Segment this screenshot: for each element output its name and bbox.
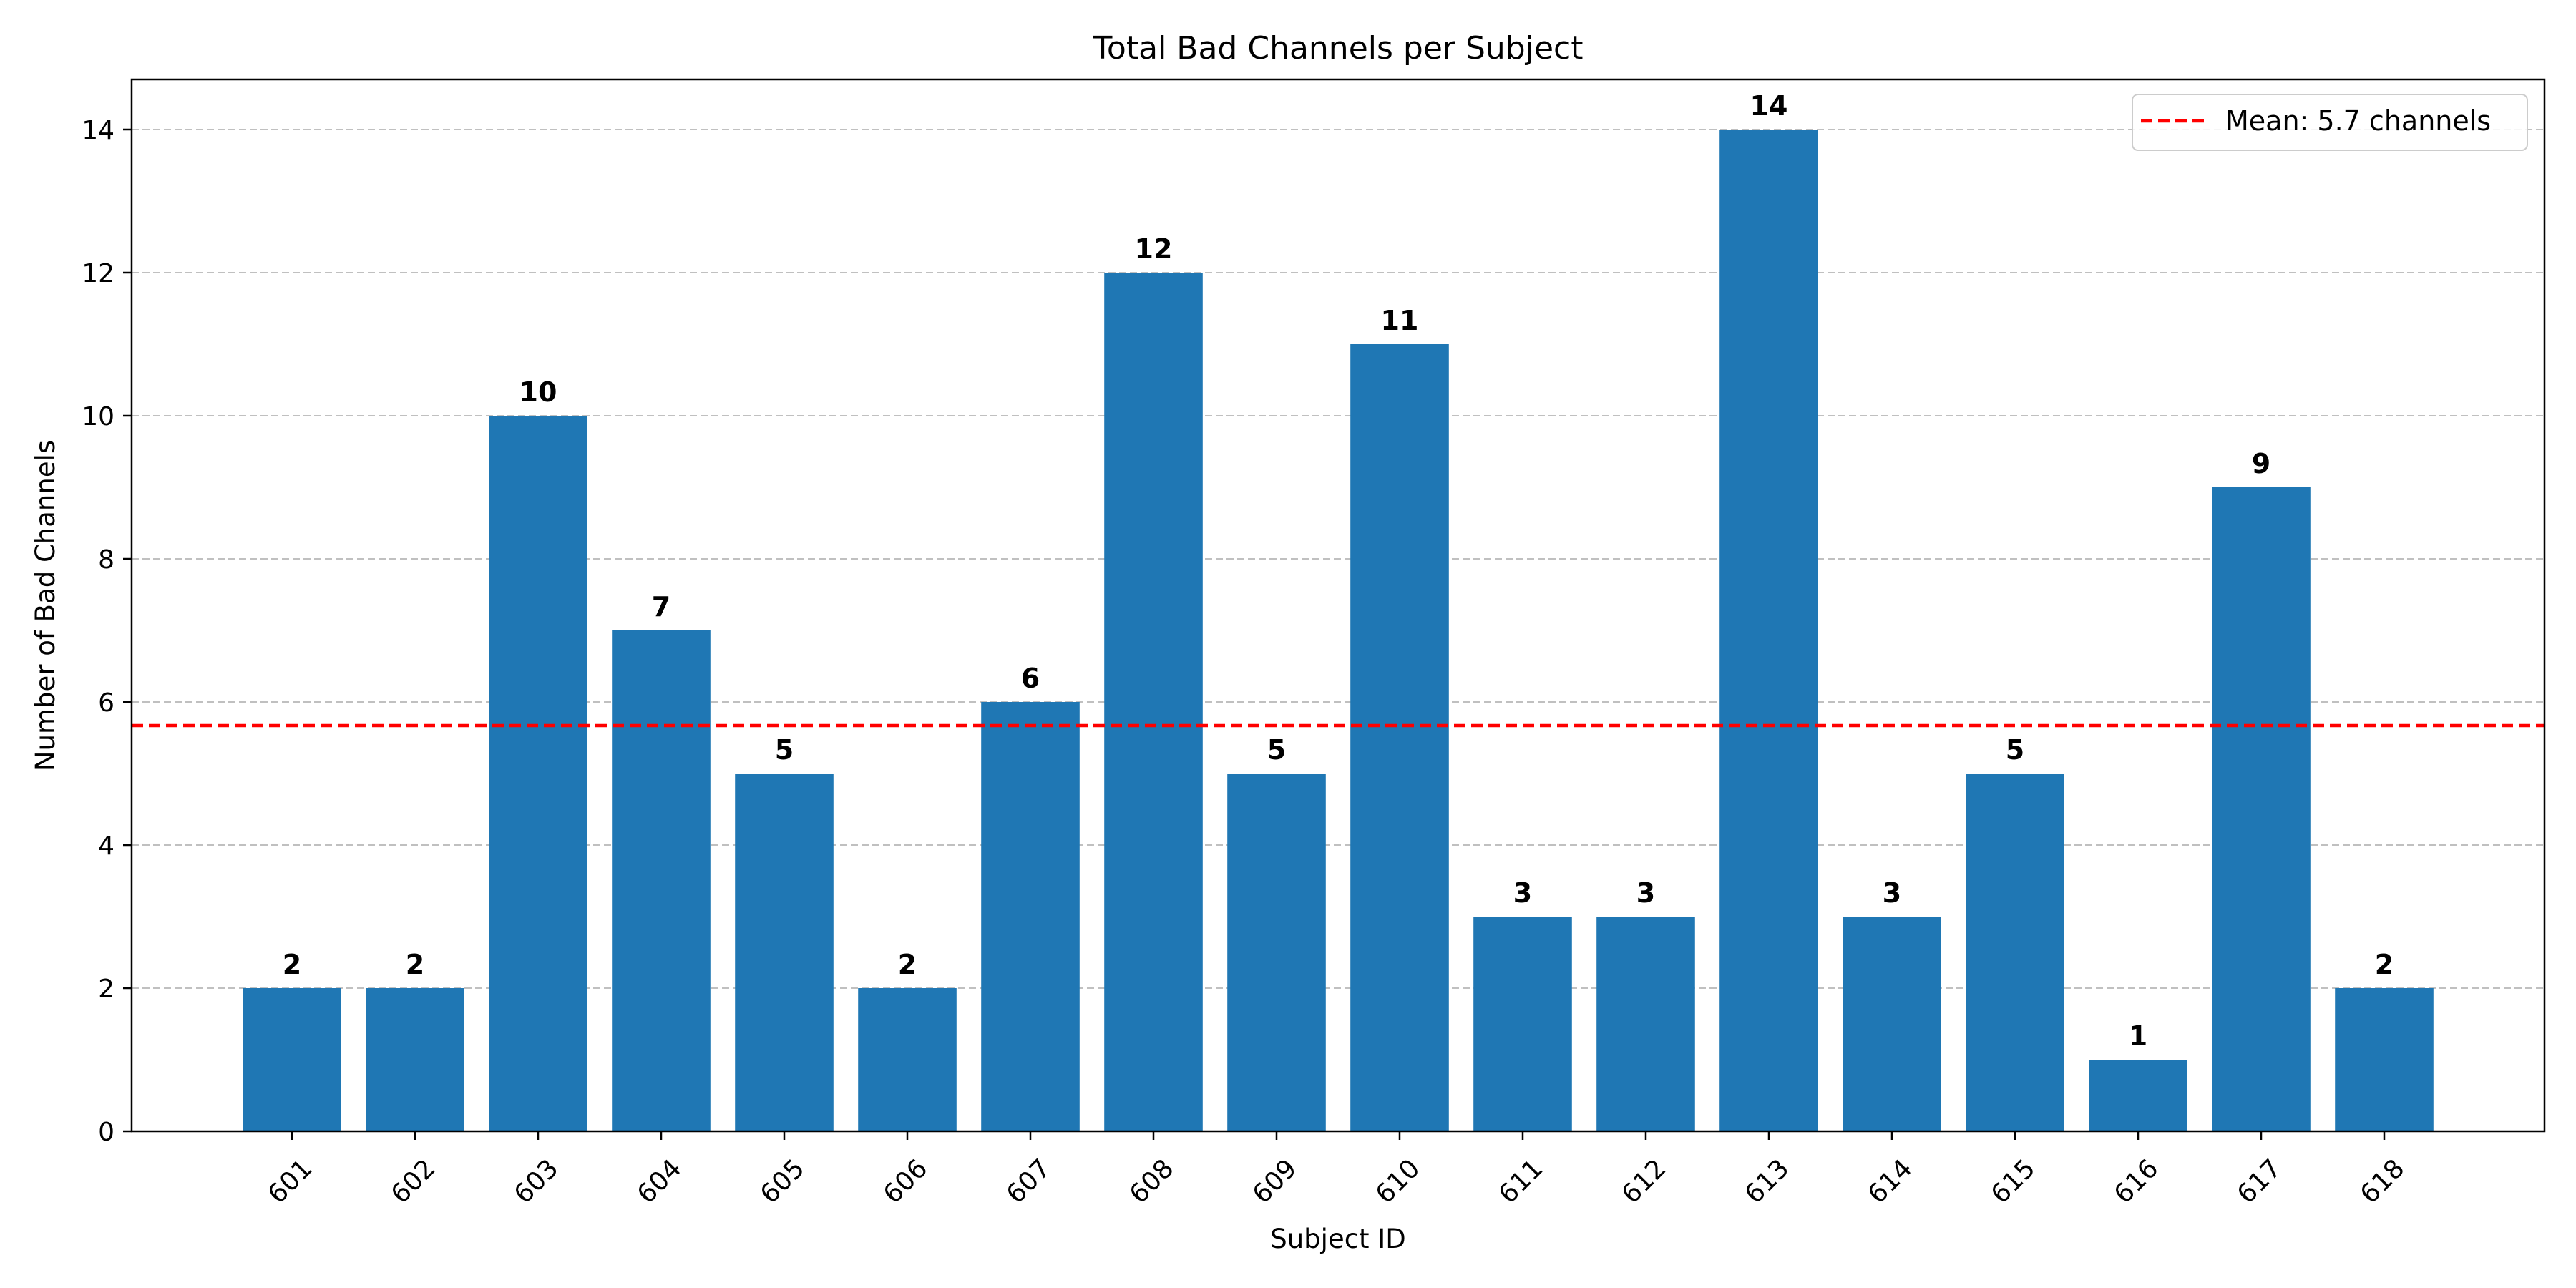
bar: [366, 988, 464, 1131]
bar-value-label: 6: [1021, 663, 1040, 694]
y-tick-label: 6: [98, 688, 114, 718]
y-tick-label: 8: [98, 545, 114, 575]
bar-value-label: 3: [1636, 877, 1655, 909]
x-tick-label: 612: [1616, 1153, 1672, 1209]
y-tick-label: 14: [82, 116, 114, 145]
y-axis-title: Number of Bad Channels: [30, 440, 61, 771]
bar: [981, 702, 1080, 1131]
bar-value-label: 10: [519, 376, 557, 408]
x-tick-label: 606: [878, 1153, 934, 1209]
bar: [1843, 917, 1941, 1131]
x-tick-label: 614: [1863, 1153, 1918, 1209]
bar: [2335, 988, 2434, 1131]
bar: [243, 988, 341, 1131]
legend-mean-label: Mean: 5.7 channels: [2225, 105, 2491, 137]
bar-value-label: 11: [1381, 305, 1419, 336]
x-tick-label: 610: [1370, 1153, 1426, 1209]
y-tick-label: 10: [82, 402, 114, 431]
bar: [858, 988, 957, 1131]
bar-value-label: 3: [1883, 877, 1901, 909]
bar-value-label: 5: [775, 734, 794, 766]
bar-value-label: 5: [2006, 734, 2024, 766]
x-tick-label: 607: [1001, 1153, 1057, 1209]
bar: [612, 630, 711, 1131]
chart-title: Total Bad Channels per Subject: [1093, 30, 1584, 67]
x-tick-label: 603: [509, 1153, 565, 1209]
x-axis-title: Subject ID: [1270, 1224, 1405, 1254]
x-axis: 601 602 603 604 605 606 607 608 609 610 611 612 613 6…: [263, 1131, 2411, 1209]
y-tick-label: 4: [98, 831, 114, 861]
x-tick-label: 604: [632, 1153, 688, 1209]
bar: [1227, 774, 1326, 1131]
bar-value-label: 12: [1135, 233, 1173, 265]
x-tick-label: 618: [2355, 1153, 2411, 1209]
bar-value-label: 2: [283, 949, 301, 980]
x-tick-label: 602: [386, 1153, 441, 1209]
bar-value-label: 9: [2252, 448, 2270, 479]
bar-value-label: 2: [898, 949, 917, 980]
x-tick-label: 613: [1740, 1153, 1795, 1209]
bar-value-label: 7: [652, 591, 670, 623]
x-tick-label: 617: [2232, 1153, 2288, 1209]
bar: [489, 416, 587, 1131]
bar: [735, 774, 834, 1131]
bar-value-label: 5: [1267, 734, 1286, 766]
bar: [1596, 917, 1695, 1131]
y-tick-label: 0: [98, 1118, 114, 1147]
bar-value-label: 2: [406, 949, 424, 980]
plot-frame: [130, 78, 2546, 1133]
y-tick-label: 2: [98, 975, 114, 1004]
bar-value-label: 3: [1513, 877, 1532, 909]
x-tick-label: 605: [755, 1153, 811, 1209]
bar: [1104, 273, 1203, 1131]
bar: [2212, 487, 2311, 1131]
y-tick-label: 12: [82, 259, 114, 288]
x-tick-label: 609: [1247, 1153, 1303, 1209]
bar-value-label: 2: [2375, 949, 2394, 980]
bars: [243, 130, 2434, 1131]
x-tick-label: 615: [1986, 1153, 2041, 1209]
legend: Mean: 5.7 channels: [2132, 94, 2528, 151]
bar-value-label: 1: [2129, 1020, 2147, 1052]
legend-frame: [2132, 94, 2528, 151]
x-tick-label: 601: [263, 1153, 318, 1209]
x-tick-label: 616: [2109, 1153, 2165, 1209]
bar-value-label: 14: [1750, 90, 1788, 122]
bar: [1719, 130, 1818, 1131]
y-axis: 0 2 4 6 8 10 12 14: [82, 116, 132, 1147]
bar: [1350, 344, 1449, 1131]
bar: [1966, 774, 2064, 1131]
x-tick-label: 611: [1493, 1153, 1549, 1209]
bar: [1473, 917, 1572, 1131]
x-tick-label: 608: [1124, 1153, 1180, 1209]
bar-value-labels: 2 2 10 7 5 2 6 12 5 11 3 3 14 3 5 1 9 2: [283, 90, 2394, 1052]
bar: [2089, 1060, 2187, 1131]
